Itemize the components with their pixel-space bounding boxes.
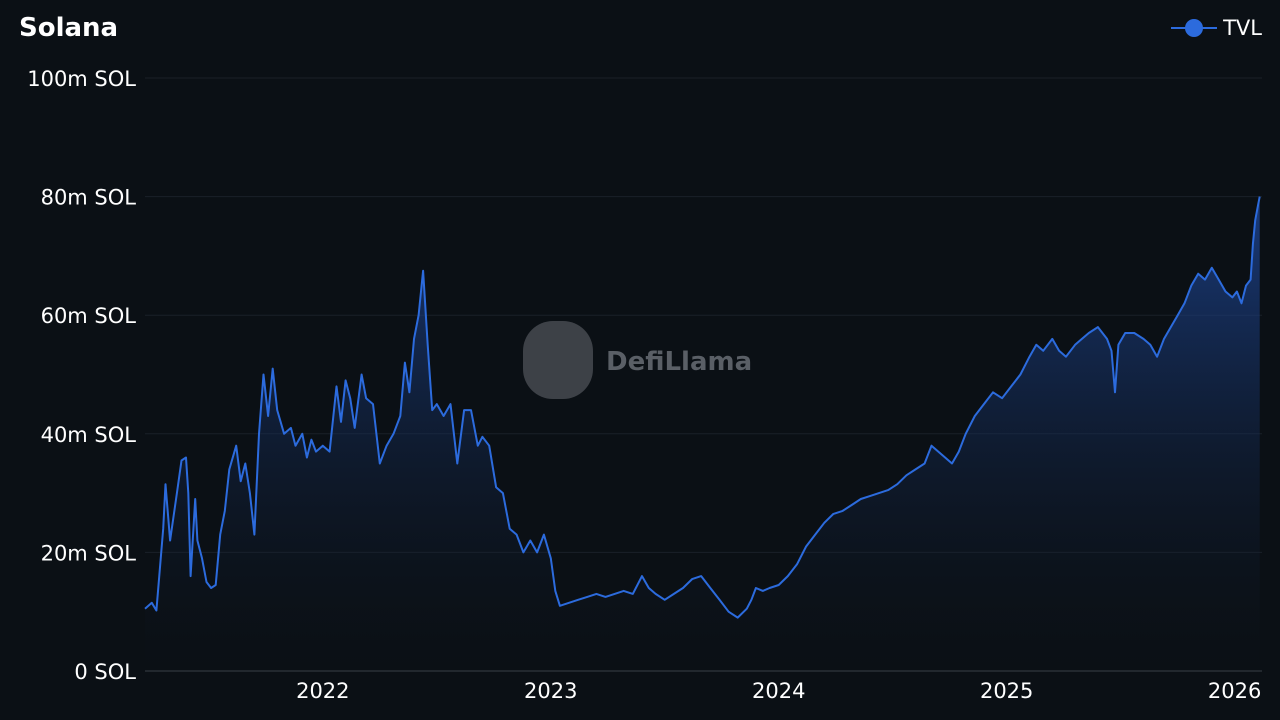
x-tick-label: 2026 [1208, 679, 1261, 703]
x-tick-label: 2024 [752, 679, 805, 703]
x-tick-label: 2023 [524, 679, 577, 703]
y-tick-label: 100m SOL [27, 67, 136, 91]
y-tick-label: 40m SOL [41, 423, 137, 447]
legend-swatch-icon [1171, 18, 1218, 38]
y-tick-label: 20m SOL [41, 541, 137, 565]
y-tick-label: 80m SOL [41, 186, 137, 210]
legend[interactable]: TVL [1171, 16, 1262, 40]
chart-title: Solana [19, 13, 119, 43]
llama-logo-icon [523, 321, 593, 399]
tvl-series-line [144, 196, 1261, 619]
watermark-text: DefiLlama [606, 347, 752, 377]
legend-label-tvl: TVL [1223, 16, 1262, 40]
x-tick-label: 2022 [296, 679, 349, 703]
x-tick-label: 2025 [980, 679, 1033, 703]
y-tick-label: 60m SOL [41, 304, 137, 328]
y-tick-label: 0 SOL [74, 660, 136, 684]
tvl-area-fill [145, 196, 1260, 671]
watermark: DefiLlama [523, 321, 752, 399]
